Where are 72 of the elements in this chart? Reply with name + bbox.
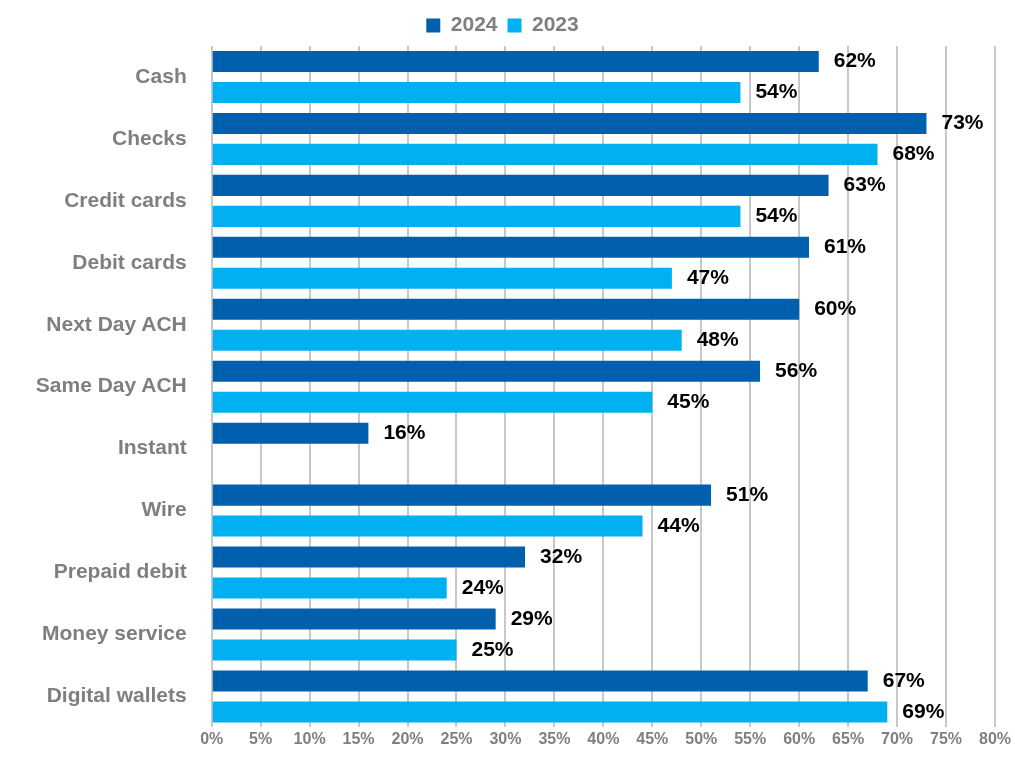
legend-label: 2024 bbox=[450, 12, 498, 36]
bar bbox=[212, 236, 809, 258]
bar bbox=[212, 422, 369, 444]
data-label: 73% bbox=[941, 110, 984, 134]
x-tick-label: 50% bbox=[685, 730, 718, 748]
bar bbox=[212, 577, 447, 599]
y-tick-label: Same Day ACH bbox=[35, 373, 187, 397]
y-tick-label: Checks bbox=[112, 125, 187, 149]
data-label: 68% bbox=[892, 141, 935, 165]
bar bbox=[212, 298, 800, 320]
y-tick-label: Debit cards bbox=[72, 249, 187, 273]
y-tick-label: Prepaid debit bbox=[53, 559, 187, 583]
bar bbox=[212, 205, 741, 227]
x-tick-label: 65% bbox=[832, 730, 865, 748]
data-label: 32% bbox=[540, 543, 583, 567]
x-tick-label: 80% bbox=[978, 730, 1012, 748]
bar bbox=[212, 391, 653, 413]
bar bbox=[212, 360, 761, 382]
x-tick-label: 60% bbox=[783, 730, 816, 748]
bar bbox=[212, 639, 457, 661]
data-label: 61% bbox=[823, 234, 867, 258]
data-label: 44% bbox=[657, 512, 700, 536]
legend-label: 2023 bbox=[532, 12, 579, 36]
data-label: 51% bbox=[726, 481, 769, 505]
data-label: 60% bbox=[814, 296, 857, 320]
x-tick-label: 45% bbox=[636, 730, 669, 748]
bar bbox=[212, 484, 712, 506]
x-tick-label: 35% bbox=[538, 730, 571, 748]
y-tick-label: Next Day ACH bbox=[46, 311, 187, 335]
x-tick-label: 75% bbox=[930, 730, 963, 748]
bar bbox=[212, 174, 829, 196]
data-label: 54% bbox=[755, 203, 798, 227]
data-label: 29% bbox=[510, 605, 554, 629]
bar bbox=[212, 701, 888, 723]
y-tick-label: Cash bbox=[135, 63, 187, 87]
bar bbox=[212, 670, 868, 692]
data-label: 25% bbox=[471, 636, 514, 660]
data-label: 62% bbox=[833, 48, 877, 72]
data-label: 16% bbox=[383, 419, 426, 443]
x-tick-label: 30% bbox=[489, 730, 522, 748]
x-tick-label: 0% bbox=[200, 730, 224, 748]
bar bbox=[212, 112, 927, 134]
data-label: 48% bbox=[696, 327, 740, 351]
bar bbox=[212, 329, 682, 351]
data-label: 63% bbox=[843, 172, 886, 196]
bar bbox=[212, 546, 526, 568]
y-tick-label: Credit cards bbox=[64, 187, 187, 211]
x-tick-label: 40% bbox=[587, 730, 620, 748]
x-tick-label: 70% bbox=[881, 730, 914, 748]
y-tick-label: Wire bbox=[141, 497, 187, 521]
y-tick-label: Instant bbox=[117, 435, 187, 459]
bar bbox=[212, 143, 878, 165]
x-tick-label: 10% bbox=[293, 730, 326, 748]
data-label: 45% bbox=[667, 388, 710, 412]
x-tick-label: 25% bbox=[440, 730, 473, 748]
data-label: 24% bbox=[461, 574, 505, 598]
data-label: 56% bbox=[775, 358, 818, 382]
bar bbox=[212, 608, 496, 630]
bar bbox=[212, 50, 819, 73]
bar bbox=[212, 81, 741, 103]
y-tick-label: Money service bbox=[41, 621, 187, 645]
bar bbox=[212, 515, 643, 537]
x-tick-label: 20% bbox=[391, 730, 424, 748]
x-tick-label: 5% bbox=[249, 730, 273, 748]
x-tick-label: 15% bbox=[342, 730, 375, 748]
data-label: 47% bbox=[686, 265, 730, 289]
bar bbox=[212, 267, 672, 289]
data-label: 67% bbox=[882, 667, 926, 691]
data-label: 54% bbox=[755, 79, 798, 103]
data-label: 69% bbox=[902, 698, 945, 722]
y-tick-label: Digital wallets bbox=[46, 683, 187, 707]
x-tick-label: 55% bbox=[734, 730, 767, 748]
